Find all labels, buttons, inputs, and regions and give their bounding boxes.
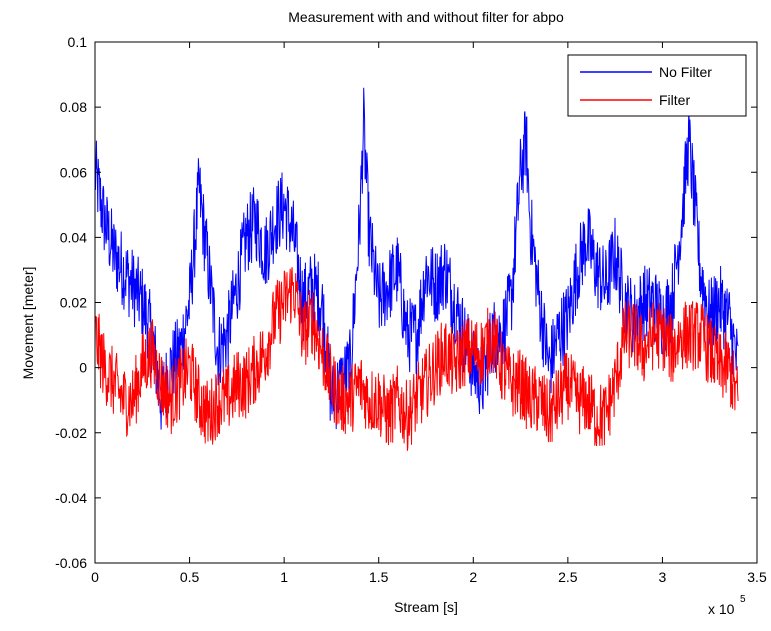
- y-axis-title: Movement [meter]: [20, 267, 36, 380]
- x-tick-label: 0: [91, 569, 99, 585]
- x-multiplier: x 10 5: [708, 594, 746, 617]
- chart-title: Measurement with and without filter for …: [288, 9, 564, 25]
- x-tick-label: 1: [280, 569, 288, 585]
- y-tick-label: 0.02: [60, 295, 87, 311]
- x-tick-label: 3.5: [747, 569, 767, 585]
- y-tick-label: 0.06: [60, 164, 87, 180]
- x-multiplier-exponent: 5: [740, 594, 746, 605]
- y-tick-label: 0.04: [60, 229, 87, 245]
- x-tick-label: 2: [469, 569, 477, 585]
- x-tick-label: 0.5: [180, 569, 200, 585]
- legend-label-filter: Filter: [659, 92, 690, 108]
- y-tick-label: -0.04: [55, 490, 87, 506]
- x-tick-label: 3: [659, 569, 667, 585]
- y-tick-label: 0.1: [68, 34, 88, 50]
- legend: No Filter Filter: [567, 54, 747, 117]
- y-tick-label: -0.06: [55, 555, 87, 571]
- series-line-filter: [94, 267, 739, 451]
- y-tick-label: 0.08: [60, 99, 87, 115]
- x-axis-title: Stream [s]: [394, 599, 458, 615]
- series-line-no-filter: [94, 87, 739, 430]
- x-multiplier-label: x 10: [708, 601, 735, 617]
- y-tick-label: -0.02: [55, 425, 87, 441]
- y-tick-label: 0: [79, 360, 87, 376]
- axes-layer: 0 0.5 1 1.5 2 2.5 3 3.5 -0.06 -0.04 -0.02 0 0.02 0.04…: [55, 34, 767, 585]
- x-tick-label: 1.5: [369, 569, 389, 585]
- series-layer: [94, 87, 739, 451]
- legend-label-no-filter: No Filter: [659, 64, 712, 80]
- legend-box: [567, 54, 747, 117]
- x-tick-label: 2.5: [558, 569, 578, 585]
